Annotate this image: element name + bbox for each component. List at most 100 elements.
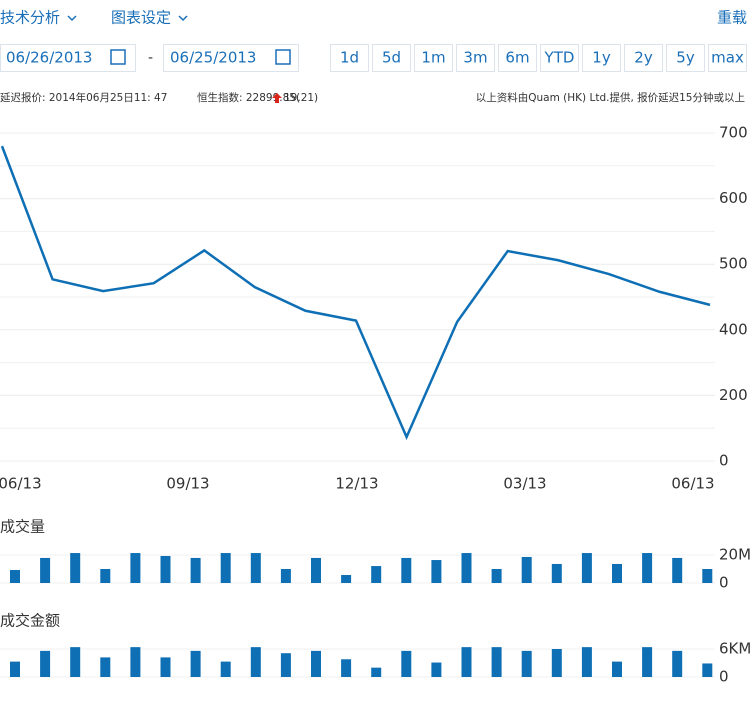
menu-analysis[interactable]: 技术分析	[0, 9, 60, 27]
y-tick-label: 0	[719, 668, 729, 686]
bar	[250, 553, 261, 583]
y-tick-label: 0	[719, 574, 729, 592]
bar	[160, 657, 171, 677]
bar	[401, 650, 412, 677]
bar	[100, 569, 111, 583]
bar	[40, 557, 51, 583]
x-tick-label: 03/13	[503, 475, 546, 493]
bar	[431, 662, 442, 677]
bar	[491, 569, 502, 583]
bar	[431, 560, 442, 583]
bar	[491, 647, 502, 677]
date-from: 06/26/2013	[6, 49, 92, 67]
reload[interactable]: 重载	[717, 9, 747, 27]
range-label: 1d	[340, 49, 359, 67]
x-tick-label: 06/13	[671, 475, 714, 493]
bar	[371, 667, 382, 677]
range-label: max	[711, 49, 744, 67]
y-tick-label: 700	[719, 124, 748, 142]
bar	[461, 553, 472, 583]
chevron	[178, 15, 188, 22]
bar	[341, 659, 352, 677]
range-button[interactable]	[498, 44, 537, 72]
range-button[interactable]	[414, 44, 453, 72]
range-button[interactable]	[624, 44, 663, 72]
range-button[interactable]	[456, 44, 495, 72]
bar	[311, 557, 321, 583]
index-change: 19.21)	[284, 92, 318, 104]
bar	[551, 563, 562, 583]
bar	[702, 663, 713, 677]
bar	[220, 661, 231, 677]
bar	[461, 647, 472, 677]
bar	[130, 647, 141, 677]
calendar-icon[interactable]	[110, 49, 126, 65]
y-tick-label: 20M	[719, 546, 751, 564]
panel-title: 成交量	[0, 518, 45, 536]
range-label: 5d	[382, 49, 401, 67]
quote-time: 延迟报价: 2014年06月25日11: 47	[0, 91, 167, 104]
calendar-icon[interactable]	[275, 49, 291, 65]
bar	[371, 566, 382, 583]
chevron	[67, 15, 77, 22]
bar	[130, 553, 141, 583]
bar	[70, 553, 81, 583]
range-label: YTD	[544, 49, 575, 67]
bar	[581, 553, 592, 583]
info-line: 延迟报价: 2014年06月25日11: 47 恒生指数: 22899.85( …	[0, 91, 745, 104]
range-button[interactable]	[372, 44, 411, 72]
price-line	[0, 145, 711, 441]
range-label: 6m	[505, 49, 529, 67]
bar	[40, 650, 51, 677]
range-label: 3m	[463, 49, 487, 67]
range-button[interactable]	[666, 44, 705, 72]
index-label: 恒生指数: 22899.85(	[197, 91, 300, 104]
bar	[642, 553, 653, 583]
panel-title: 成交金额	[0, 612, 60, 630]
y-tick-label: 500	[719, 255, 748, 273]
range-button[interactable]	[330, 44, 369, 72]
bar	[220, 553, 231, 583]
bar	[190, 557, 201, 583]
bar	[642, 647, 653, 677]
range-label: 1y	[592, 49, 611, 67]
range-buttons: 1d 5d 1m 3m 6m YTD 1y 2y 5y max	[330, 44, 747, 72]
bar	[10, 661, 20, 677]
menu-settings[interactable]: 图表设定	[111, 9, 171, 27]
date-separator: -	[148, 50, 153, 66]
date-from-box[interactable]	[0, 44, 136, 72]
y-tick-label: 600	[719, 189, 748, 207]
bar	[581, 647, 592, 677]
data-source: 以上资料由Quam (HK) Ltd.提供, 报价延迟15分钟或以上	[476, 91, 745, 104]
range-label: 5y	[676, 49, 695, 67]
range-label: 2y	[634, 49, 653, 67]
bar	[521, 650, 532, 677]
bar	[401, 557, 412, 583]
bar	[702, 569, 713, 583]
bar	[612, 661, 622, 677]
range-button[interactable]	[708, 44, 747, 72]
bar	[280, 653, 291, 677]
bar	[672, 650, 683, 677]
bar	[280, 569, 291, 583]
x-tick-label: 09/13	[166, 475, 209, 493]
bar	[190, 650, 201, 677]
charts: 700 600 500 400 200 0 06/13 09/13 12/13 03/13 06/1…	[0, 124, 751, 686]
x-tick-label: 06/13	[0, 475, 42, 493]
bar	[250, 647, 261, 677]
bar	[70, 647, 81, 677]
range-button[interactable]	[540, 44, 579, 72]
bar	[160, 555, 171, 583]
range-button[interactable]	[582, 44, 621, 72]
bar	[521, 556, 532, 583]
bar	[612, 563, 622, 583]
date-to: 06/25/2013	[170, 49, 256, 67]
bar	[311, 650, 321, 677]
bar	[672, 557, 683, 583]
bar	[10, 569, 20, 583]
range-label: 1m	[421, 49, 445, 67]
bar	[551, 649, 562, 677]
up-arrow	[272, 93, 282, 103]
y-tick-label: 200	[719, 386, 748, 404]
